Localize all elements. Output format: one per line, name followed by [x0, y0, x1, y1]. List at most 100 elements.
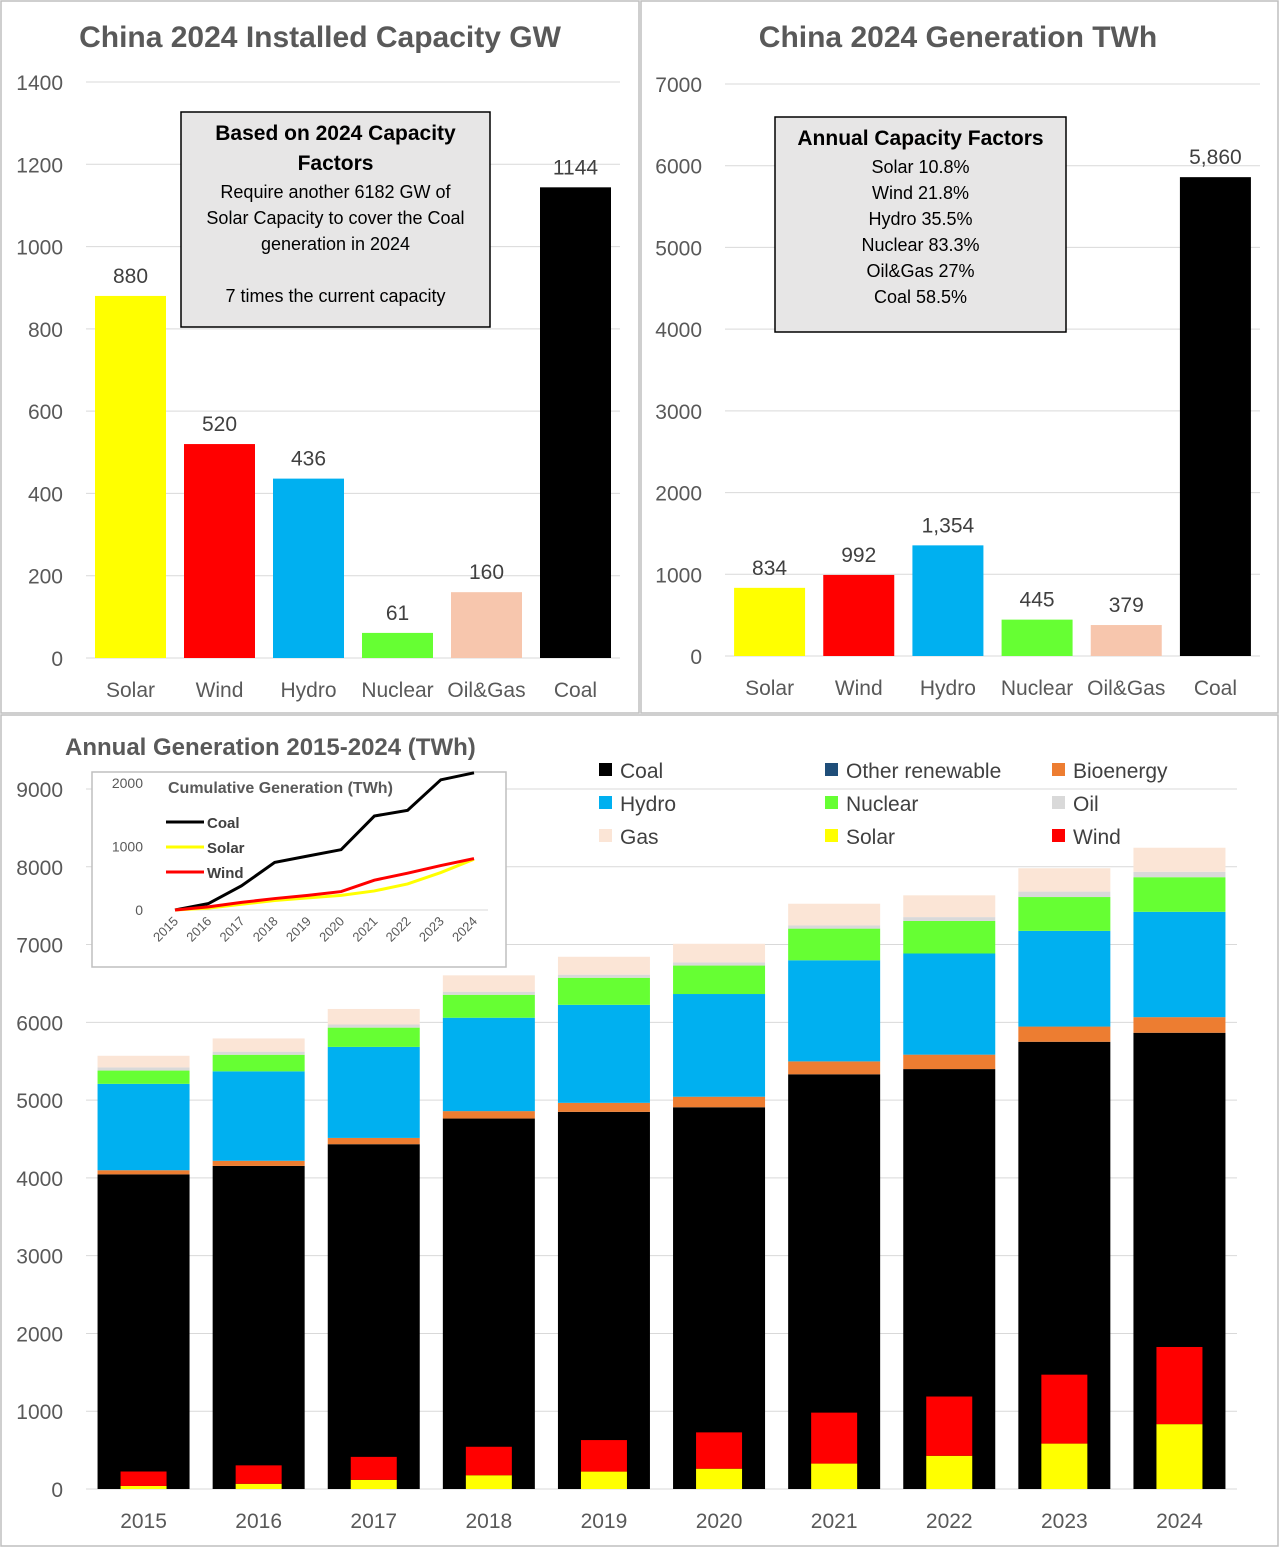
x-tick-label: 2024	[1156, 1510, 1203, 1533]
stack-segment	[673, 962, 766, 966]
x-tick-label: 2019	[581, 1510, 628, 1533]
stack-segment	[673, 1107, 766, 1489]
x-tick-label: 2017	[350, 1510, 397, 1533]
y-tick-label: 5000	[655, 237, 702, 260]
stack-segment	[788, 925, 881, 929]
stack-segment	[811, 1412, 858, 1464]
y-tick-label: 1200	[16, 154, 63, 177]
annotation-line: Hydro 35.5%	[868, 209, 972, 229]
y-tick-label: 4000	[16, 1168, 63, 1191]
stack-segment	[1156, 1346, 1203, 1425]
x-tick-label: Nuclear	[1001, 677, 1073, 700]
stack-segment	[97, 1170, 190, 1175]
stack-segment	[1133, 911, 1226, 1018]
annotation-box	[774, 116, 1067, 333]
stack-segment	[442, 1111, 535, 1119]
stacked-chart: Annual Generation 2015-2024 (TWh) 0 1000 20…	[16, 734, 1237, 1533]
chart-title: Annual Generation 2015-2024 (TWh)	[65, 734, 476, 761]
stack-segment	[1018, 897, 1111, 931]
y-tick-label: 1000	[112, 839, 143, 855]
y-tick-label: 0	[690, 646, 702, 669]
legend-swatch	[1052, 796, 1065, 809]
y-tick-label: 800	[28, 319, 63, 342]
stack-segment	[788, 903, 881, 926]
data-label: 436	[291, 448, 326, 471]
legend-label: Coal	[207, 815, 240, 832]
stack-segment	[903, 895, 996, 918]
annotation-heading: Based on 2024 Capacity	[215, 122, 456, 145]
data-label: 1,354	[922, 514, 975, 537]
bar	[1001, 619, 1073, 656]
stack-segment	[442, 991, 535, 995]
stack-segment	[1041, 1374, 1088, 1444]
stack-segment	[97, 1174, 190, 1489]
y-tick-label: 400	[28, 483, 63, 506]
data-label: 992	[841, 544, 876, 567]
stack-segment	[557, 974, 650, 978]
y-tick-label: 1400	[16, 72, 63, 95]
y-tick-label: 7000	[655, 74, 702, 97]
stack-segment	[350, 1456, 397, 1480]
stack-segment	[120, 1485, 167, 1489]
y-tick-label: 5000	[16, 1090, 63, 1113]
bar	[823, 574, 895, 656]
stack-segment	[580, 1440, 627, 1472]
stack-segment	[350, 1479, 397, 1489]
x-tick-label: 2018	[465, 1510, 512, 1533]
stack-segment	[903, 953, 996, 1055]
annotation-line: 7 times the current capacity	[225, 286, 445, 306]
y-tick-label: 1000	[655, 564, 702, 587]
stack-segment	[212, 1038, 305, 1052]
annotation-box	[180, 111, 491, 328]
y-tick-label: 6000	[16, 1012, 63, 1035]
legend-swatch	[599, 796, 612, 809]
stack-segment	[442, 975, 535, 992]
x-tick-label: 2021	[811, 1510, 858, 1533]
data-label: 61	[386, 602, 409, 625]
stack-segment	[1133, 1017, 1226, 1033]
legend-label: Nuclear	[846, 793, 918, 816]
y-tick-label: 0	[51, 1479, 63, 1502]
stack-segment	[580, 1471, 627, 1489]
y-tick-label: 200	[28, 566, 63, 589]
bar	[912, 545, 984, 656]
stack-segment	[673, 994, 766, 1097]
data-label: 379	[1109, 594, 1144, 617]
x-tick-label: Oil&Gas	[447, 679, 525, 702]
stack-segment	[97, 1067, 190, 1071]
stack-segment	[212, 1054, 305, 1072]
bar	[273, 478, 344, 658]
y-tick-label: 2000	[16, 1323, 63, 1346]
legend-label: Bioenergy	[1073, 760, 1168, 783]
stack-segment	[327, 1027, 420, 1047]
panel-border	[0, 714, 1279, 1547]
legend-swatch	[599, 763, 612, 776]
legend-label: Other renewable	[846, 760, 1001, 783]
x-tick-label: 2022	[926, 1510, 973, 1533]
y-tick-label: 4000	[655, 319, 702, 342]
bar	[95, 295, 166, 658]
stack-segment	[442, 994, 535, 1018]
stack-segment	[212, 1051, 305, 1055]
legend-label: Solar	[207, 840, 245, 857]
y-tick-label: 0	[135, 902, 143, 918]
stack-segment	[465, 1446, 512, 1476]
stack-segment	[903, 920, 996, 954]
stack-segment	[1018, 1026, 1111, 1042]
series-line	[174, 857, 475, 912]
y-tick-label: 1000	[16, 237, 63, 260]
stack-segment	[1133, 847, 1226, 872]
x-tick-label: 2020	[696, 1510, 743, 1533]
series-line	[174, 771, 475, 912]
x-tick-label: Wind	[835, 677, 883, 700]
stack-segment	[903, 917, 996, 921]
legend-label: Gas	[620, 826, 659, 849]
panel-border	[0, 0, 640, 714]
x-tick-label: Solar	[106, 679, 155, 702]
y-tick-label: 3000	[16, 1246, 63, 1269]
stack-segment	[97, 1083, 190, 1171]
stack-segment	[696, 1468, 743, 1489]
stack-segment	[212, 1165, 305, 1489]
